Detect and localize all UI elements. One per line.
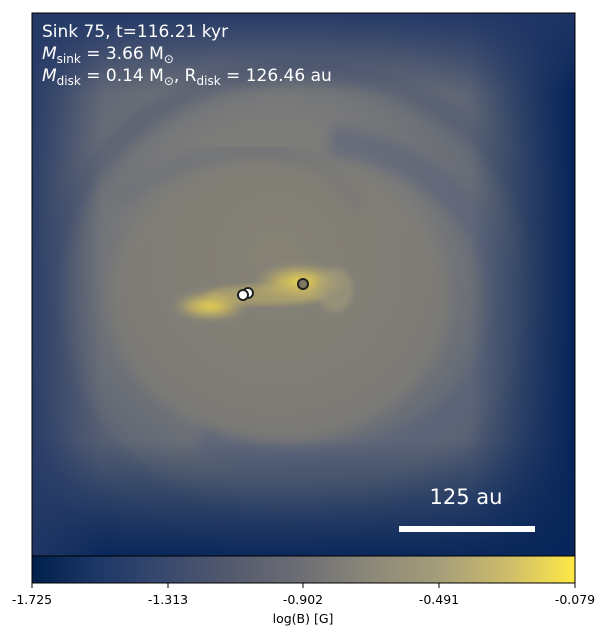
colorbar-label: log(B) [G] xyxy=(273,611,334,626)
colorbar xyxy=(31,555,576,584)
colorbar-tick-label: -1.313 xyxy=(148,592,188,607)
panel-title: Sink 75, t=116.21 kyr xyxy=(42,22,228,42)
colorbar-tick-label: -1.725 xyxy=(12,592,52,607)
sink-marker xyxy=(297,278,309,290)
sink-marker xyxy=(237,289,249,301)
colorbar-tick-label: -0.902 xyxy=(283,592,323,607)
magnetic-field-map xyxy=(32,13,575,556)
scale-bar-label: 125 au xyxy=(430,485,503,509)
colorbar-tick-label: -0.491 xyxy=(419,592,459,607)
colorbar-ticks xyxy=(31,583,576,588)
disk-properties: Mdisk = 0.14 M⊙, Rdisk = 126.46 au xyxy=(42,66,332,88)
sink-mass: Msink = 3.66 M⊙ xyxy=(42,44,174,66)
colorbar-tick-label: -0.079 xyxy=(555,592,595,607)
